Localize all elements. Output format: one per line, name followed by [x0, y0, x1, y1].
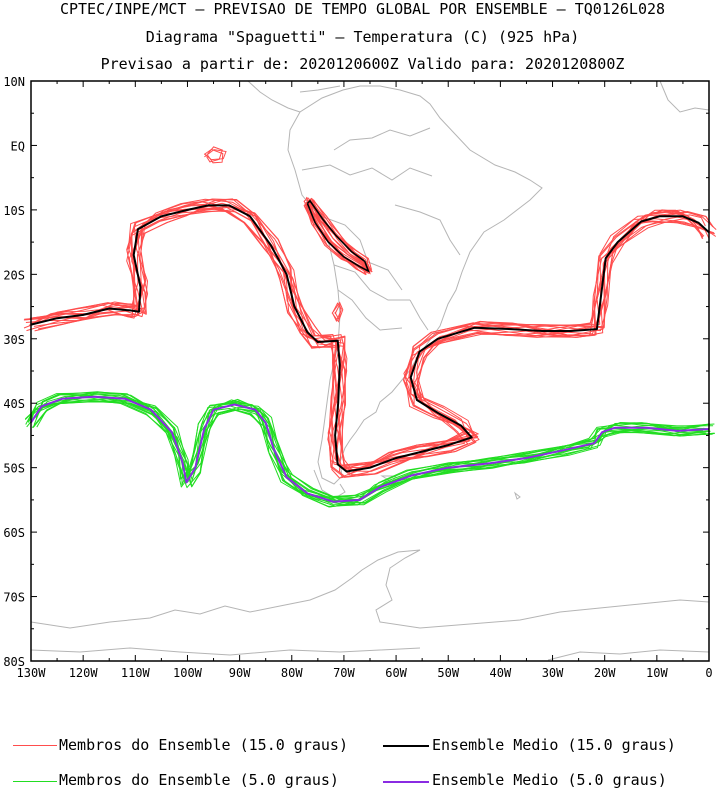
pacific-eq-blob-member-2	[203, 149, 227, 161]
y-tick-label-9: 80S	[3, 655, 25, 669]
mean-line-1-0	[30, 204, 710, 473]
pacific-eq-blob-member-1	[203, 148, 224, 164]
member-line-2-7	[25, 391, 714, 505]
legend-label-members-15: Membros do Ensemble (15.0 graus)	[59, 736, 348, 754]
legend-label-mean-15: Ensemble Medio (15.0 graus)	[432, 736, 676, 754]
coastline-map	[30, 80, 710, 661]
x-tick-label-3: 100W	[173, 666, 203, 680]
coastal-blob-member-2	[331, 303, 342, 323]
legend-label-members-5: Membros do Ensemble (5.0 graus)	[59, 771, 339, 789]
x-tick-label-12: 10W	[646, 666, 668, 680]
x-tick-label-11: 20W	[594, 666, 616, 680]
x-tick-label-13: 0	[705, 666, 712, 680]
x-tick-label-2: 110W	[121, 666, 151, 680]
member-line-2-6	[33, 397, 705, 506]
x-tick-label-7: 60W	[385, 666, 407, 680]
title-line-1: CPTEC/INPE/MCT – PREVISAO DE TEMPO GLOBA…	[59, 0, 666, 18]
member-line-2-10	[30, 392, 707, 501]
title-line-3: Previsao a partir de: 2020120600Z Valido…	[100, 55, 625, 73]
x-tick-label-0: 130W	[17, 666, 47, 680]
legend-swatch-mean-5	[383, 781, 429, 783]
coastal-blob-member-0	[331, 302, 342, 321]
member-line-2-14	[27, 400, 710, 504]
x-tick-label-8: 50W	[437, 666, 459, 680]
y-tick-label-2: 10S	[3, 204, 25, 218]
y-tick-label-6: 50S	[3, 462, 25, 476]
y-tick-label-7: 60S	[3, 526, 25, 540]
title-line-2: Diagrama "Spaguetti" – Temperatura (C) (…	[145, 28, 580, 46]
y-tick-label-4: 30S	[3, 333, 25, 347]
legend-swatch-mean-15	[383, 745, 429, 747]
y-tick-label-8: 70S	[3, 591, 25, 605]
plot-frame	[30, 80, 710, 662]
y-tick-label-1: EQ	[11, 139, 25, 153]
x-tick-label-6: 70W	[333, 666, 355, 680]
x-tick-label-5: 80W	[281, 666, 303, 680]
pacific-eq-blob-member-0	[206, 146, 223, 163]
legend-swatch-members-15	[13, 745, 57, 746]
member-line-2-8	[28, 399, 713, 498]
x-tick-label-4: 90W	[229, 666, 251, 680]
member-line-0-7	[26, 199, 703, 472]
mean-line-3-0	[30, 395, 710, 503]
spaghetti-chart: 130W 120W 110W 100W 90W 80W 70W 60W 50W 40W 30W 20W…	[3, 75, 717, 680]
legend-label-mean-5: Ensemble Medio (5.0 graus)	[432, 771, 667, 789]
x-tick-label-10: 30W	[542, 666, 564, 680]
member-line-2-5	[35, 396, 707, 498]
member-line-2-11	[24, 401, 715, 501]
y-tick-label-3: 20S	[3, 268, 25, 282]
x-tick-label-9: 40W	[490, 666, 512, 680]
andes-isoline-mean	[306, 199, 370, 273]
andes-isoline-member-9	[306, 203, 373, 270]
y-tick-label-0: 10N	[3, 75, 25, 89]
y-tick-label-5: 40S	[3, 397, 25, 411]
member-line-0-5	[36, 198, 717, 479]
axes: 130W 120W 110W 100W 90W 80W 70W 60W 50W 40W 30W 20W…	[3, 75, 712, 680]
legend-swatch-members-5	[13, 781, 57, 782]
x-tick-label-1: 120W	[69, 666, 99, 680]
series-layer	[23, 146, 717, 508]
